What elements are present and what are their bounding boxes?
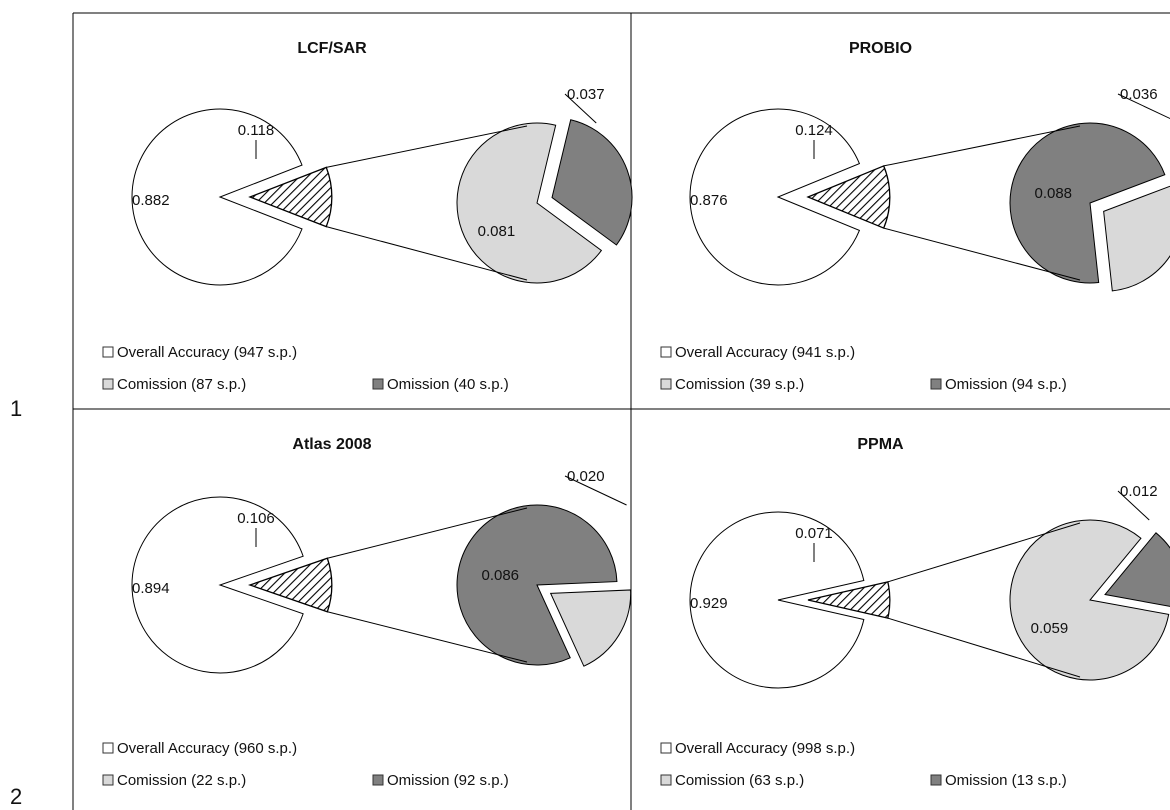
legend-swatch-comission (660, 774, 672, 786)
data-label-omission: 0.086 (481, 567, 519, 584)
pie-slice-comission (1009, 519, 1170, 681)
data-label-comission: 0.020 (567, 468, 605, 485)
pie-slice-error (806, 165, 891, 229)
legend-label-omission: Omission (13 s.p.) (945, 772, 1067, 789)
data-label-accuracy: 0.876 (690, 192, 728, 209)
legend-label-omission: Omission (94 s.p.) (945, 376, 1067, 393)
data-label-omission: 0.088 (1034, 185, 1072, 202)
legend-swatch-omission (930, 774, 942, 786)
data-label-error: 0.071 (795, 525, 833, 542)
legend-label-accuracy: Overall Accuracy (941 s.p.) (675, 344, 855, 361)
data-label-comission: 0.081 (478, 223, 516, 240)
connector-line (326, 226, 528, 281)
pie-slice-accuracy (131, 496, 304, 674)
data-label-accuracy: 0.882 (132, 192, 170, 209)
data-label-comission: 0.059 (1031, 620, 1069, 637)
connector-line (887, 522, 1081, 583)
data-label-error: 0.118 (238, 122, 274, 139)
pie-slice-comission (1103, 185, 1170, 292)
data-label-comission: 0.036 (1120, 86, 1158, 103)
leader-line (1117, 93, 1170, 120)
data-label-error: 0.124 (795, 122, 833, 139)
pie-slice-omission (551, 119, 633, 246)
leader-line (564, 475, 627, 506)
pie-slice-omission (1104, 532, 1170, 607)
row-number-1: 1 (10, 396, 23, 421)
data-label-error: 0.106 (237, 510, 275, 527)
legend-label-comission: Comission (22 s.p.) (117, 772, 246, 789)
pie-slice-accuracy (689, 108, 861, 286)
legend-swatch-accuracy (102, 742, 114, 754)
connector-line (883, 125, 1081, 167)
chart-title: PPMA (857, 436, 904, 453)
chart-panel-2: PROBIO 0.876 0.124 0.088 0.036 Overall Accura… (660, 40, 1170, 393)
leader-line (564, 93, 597, 124)
legend-label-omission: Omission (40 s.p.) (387, 376, 509, 393)
legend-label-accuracy: Overall Accuracy (998 s.p.) (675, 740, 855, 757)
legend-label-comission: Comission (63 s.p.) (675, 772, 804, 789)
connector-line (327, 507, 528, 559)
data-label-accuracy: 0.894 (132, 580, 170, 597)
legend-swatch-accuracy (660, 742, 672, 754)
leader-line (1117, 490, 1150, 521)
chart-panel-1: LCF/SAR 0.882 0.118 0.081 0.037 Overall Accur… (102, 40, 633, 393)
pie-slice-comission (456, 122, 603, 284)
pie-slice-omission (456, 504, 618, 666)
legend-label-comission: Comission (39 s.p.) (675, 376, 804, 393)
connector-line (883, 227, 1081, 281)
chart-title: LCF/SAR (297, 40, 367, 57)
data-label-omission: 0.037 (567, 86, 605, 103)
legend-label-comission: Comission (87 s.p.) (117, 376, 246, 393)
data-label-accuracy: 0.929 (690, 595, 728, 612)
connector-line (326, 125, 528, 168)
legend-label-accuracy: Overall Accuracy (960 s.p.) (117, 740, 297, 757)
connector-line (887, 617, 1081, 678)
panel-grid (72, 12, 1170, 810)
legend-swatch-comission (102, 378, 114, 390)
pie-slice-accuracy (689, 511, 865, 689)
legend-swatch-comission (660, 378, 672, 390)
chart-panel-3: Atlas 2008 0.894 0.106 0.086 0.020 Overall Ac… (102, 436, 632, 789)
data-label-omission: 0.012 (1120, 483, 1158, 500)
legend-label-accuracy: Overall Accuracy (947 s.p.) (117, 344, 297, 361)
pie-slice-error (248, 166, 333, 228)
connector-line (327, 611, 528, 663)
legend-swatch-omission (930, 378, 942, 390)
legend-swatch-omission (372, 378, 384, 390)
chart-title: PROBIO (849, 40, 912, 57)
pie-slice-comission (549, 589, 632, 667)
chart-title: Atlas 2008 (292, 436, 371, 453)
legend-swatch-comission (102, 774, 114, 786)
legend-swatch-accuracy (660, 346, 672, 358)
row-number-2: 2 (10, 784, 23, 809)
pie-slice-error (807, 581, 891, 619)
legend-swatch-accuracy (102, 346, 114, 358)
legend-swatch-omission (372, 774, 384, 786)
legend-label-omission: Omission (92 s.p.) (387, 772, 509, 789)
chart-panel-4: PPMA 0.929 0.071 0.059 0.012 Overall Accuracy… (660, 436, 1170, 789)
pie-slice-accuracy (131, 108, 303, 286)
